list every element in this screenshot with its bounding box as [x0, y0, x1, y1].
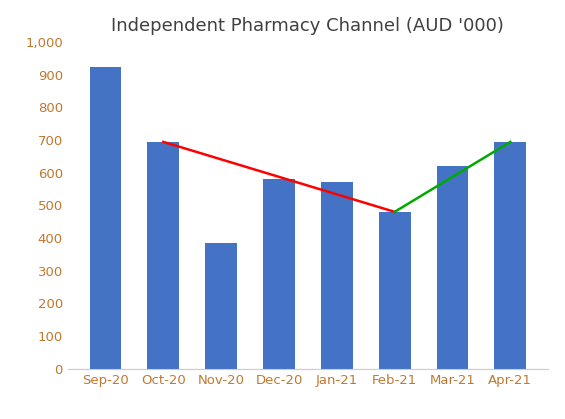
Bar [263, 179, 295, 369]
Bar [147, 142, 179, 369]
Bar [494, 142, 526, 369]
Bar [321, 182, 353, 369]
Bar [90, 67, 121, 369]
Title: Independent Pharmacy Channel (AUD '000): Independent Pharmacy Channel (AUD '000) [111, 17, 505, 35]
Bar [205, 243, 237, 369]
Bar [437, 166, 468, 369]
Bar [379, 212, 411, 369]
